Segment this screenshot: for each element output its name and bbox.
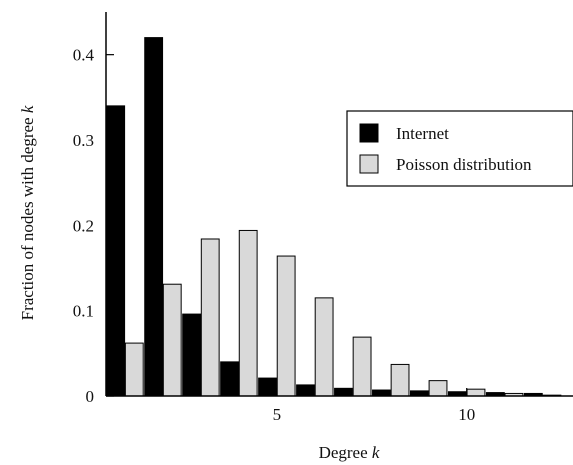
bar-poisson-k9 — [428, 380, 448, 397]
y-tick-label: 0.3 — [73, 131, 94, 150]
bar-poisson-k2 — [162, 283, 182, 397]
y-tick-label: 0.1 — [73, 302, 94, 321]
y-axis-label: Fraction of nodes with degree k — [18, 105, 37, 320]
x-axis-label: Degree k — [319, 443, 380, 462]
bar-poisson-k8 — [390, 363, 410, 397]
legend-swatch-poisson — [359, 154, 379, 174]
axes-group — [105, 12, 573, 397]
legend-swatch-internet — [359, 123, 379, 143]
x-tick-label: 5 — [273, 405, 282, 424]
legend: Internet Poisson distribution — [346, 110, 573, 187]
x-tick-label: 10 — [458, 405, 475, 424]
bar-internet-k5 — [258, 377, 277, 397]
bar-internet-k4 — [220, 361, 240, 397]
bar-internet-k2 — [144, 37, 164, 397]
y-axis-label-var: k — [18, 105, 37, 113]
bar-internet-k3 — [182, 313, 202, 397]
y-axis-label-text: Fraction of nodes with degree — [18, 117, 37, 320]
legend-label-poisson: Poisson distribution — [396, 155, 532, 174]
bar-poisson-k3 — [200, 238, 220, 397]
y-tick-label: 0.2 — [73, 216, 94, 235]
y-tick-label: 0 — [86, 387, 95, 406]
bar-internet-k9 — [410, 390, 429, 397]
x-ticks-group: 5 10 — [273, 388, 475, 424]
bar-internet-k8 — [372, 389, 391, 397]
bar-poisson-k4 — [238, 229, 258, 397]
legend-box — [346, 110, 573, 187]
y-ticks-group: 0 0.1 0.2 0.3 0.4 — [73, 46, 114, 406]
bar-poisson-k10 — [466, 388, 486, 397]
x-axis-label-var: k — [372, 443, 380, 462]
bar-internet-k7 — [334, 387, 353, 397]
y-tick-label: 0.4 — [73, 46, 95, 65]
bar-poisson-k6 — [314, 297, 334, 397]
bar-internet-k1 — [106, 105, 126, 397]
bar-internet-k6 — [296, 384, 315, 397]
legend-label-internet: Internet — [396, 124, 449, 143]
bars-group — [106, 37, 562, 397]
bar-poisson-k5 — [276, 255, 296, 397]
bar-poisson-k1 — [124, 342, 144, 397]
x-axis-label-text: Degree — [319, 443, 368, 462]
bar-poisson-k7 — [352, 336, 372, 397]
